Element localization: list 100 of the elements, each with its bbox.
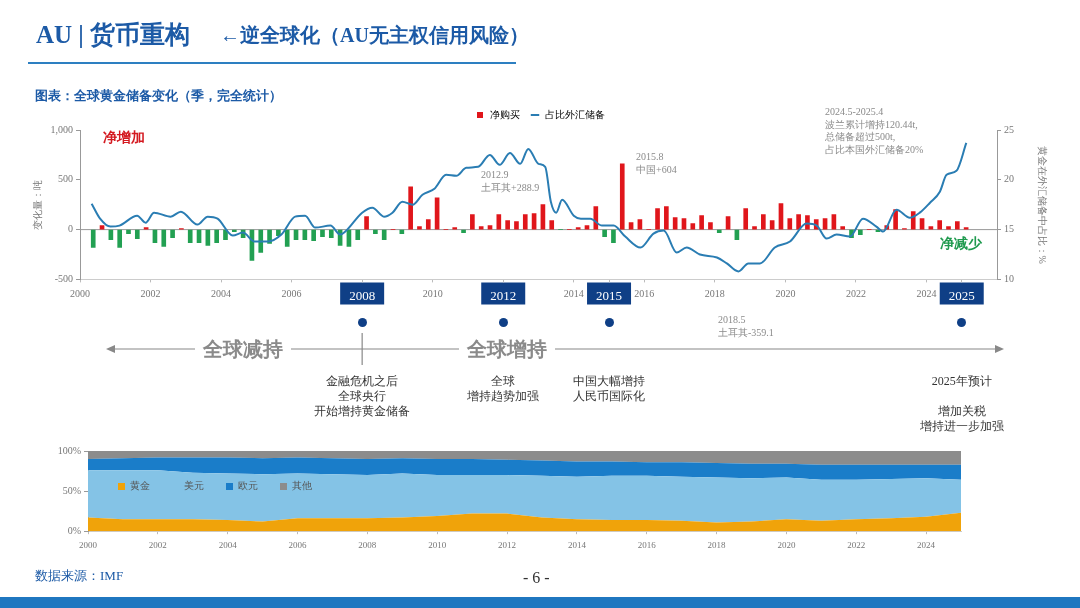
text: 开始增持黄金储备 [313,403,412,420]
text: 增持进一步加强 [918,418,1005,435]
bar [796,214,801,230]
bar [699,215,704,230]
legend-label: 占比外汇储备 [545,108,605,120]
y2-tick-label: 15 [1004,223,1014,235]
text: 全球减持 [195,338,291,360]
source-note: 数据来源：IMF [35,568,124,585]
y-axis-title: 变化量：吨 [31,179,43,230]
legend-label: 欧元 [238,479,258,494]
x-tick-label: 2000 [79,539,98,550]
text: - 6 - [523,568,550,588]
text: 2018.5 土耳其-359.1 [718,314,774,339]
y-tick-label: 1,000 [50,123,73,135]
bar [858,229,863,235]
bar [946,226,951,230]
x-tick-label: 2010 [422,288,443,300]
bar [452,227,458,230]
annotation: 净增加 [103,129,145,147]
bar [690,223,696,230]
x-tick-label: 2016 [637,539,657,550]
chart-title: AU | 货币重构 [36,20,191,50]
bar [470,214,475,230]
bar [743,208,749,230]
bar [575,227,581,230]
bar [408,186,413,230]
bar [311,229,316,241]
bar [258,229,264,253]
series-label: 美元 [184,479,204,494]
x-tick-label: 2008 [349,287,376,303]
bar [170,229,175,238]
x-tick-label: 2012 [490,287,517,303]
x-tick-label: 2015 [596,287,623,303]
bar [761,214,766,230]
bar [161,229,167,247]
x-tick-label: 2020 [777,539,796,550]
bar [187,229,193,243]
text: 全球增持 [459,338,555,360]
bar [355,229,361,240]
legend-label: 其他 [292,479,312,494]
x-tick-label: 2002 [148,539,167,550]
bar [514,221,519,230]
bar [126,229,131,234]
text: 增持趋势加强 [467,389,540,403]
annotation: 净减少 [940,235,982,253]
bar [478,226,484,230]
bar [461,229,466,233]
bar [276,229,281,236]
x-tick-label: 2006 [288,539,308,550]
bar [320,229,325,237]
text: 增加关税 [936,403,987,420]
annotation: 2024.5-2025.4 波兰累计增持120.44t, 总储备超过500t, 占比本国外汇储备20% [825,106,924,156]
x-tick-label: 2025 [948,287,975,303]
bar [708,222,713,230]
text: 金融危机之后 [325,373,400,390]
bar [937,220,943,230]
y-tick-label: -500 [54,273,73,285]
bar [417,226,422,230]
x-tick-label: 2016 [634,288,655,300]
x-tick-label: 2024 [917,539,936,550]
x-tick-label: 2002 [140,288,161,300]
bar [619,163,625,230]
bar [505,220,510,230]
bar [90,229,96,248]
text: 2025年预计 [930,373,993,390]
y2-tick-label: 20 [1004,173,1014,185]
bar [655,208,660,230]
bar [787,218,793,230]
bar [496,214,502,230]
bar [284,229,290,247]
bar [602,229,607,237]
annotation: 2012.9 土耳其+288.9 [481,169,540,194]
x-tick-label: 2004 [218,539,238,550]
x-tick-label: 2008 [358,539,377,550]
x-tick-label: 2014 [567,539,587,550]
bar [549,220,555,230]
x-tick-label: 2020 [775,288,796,300]
x-tick-label: 2024 [916,288,937,300]
x-tick-label: 2012 [498,539,517,550]
x-tick-label: 2004 [211,288,232,300]
bar [364,216,369,230]
bar [117,229,123,248]
bar [664,206,669,230]
x-tick-label: 2022 [845,288,866,300]
bar [381,229,387,240]
text: 图表：全球黄金储备变化（季，完全统计） [35,88,282,105]
bar [134,229,140,239]
x-tick-label: 2018 [707,539,727,550]
bar [214,229,219,243]
y-tick-label: 500 [58,173,73,185]
x-tick-label: 2014 [563,288,584,300]
y-tick-label: 100% [57,444,81,456]
x-tick-label: 2010 [428,539,447,550]
y2-axis-title: 黄金在外汇储备中占比：% [1037,145,1049,264]
bar [752,226,757,230]
text: 全球央行 [337,388,388,405]
annotation: 2015.8 中国+604 [636,151,677,176]
text: 全球 [491,374,516,388]
bar [373,229,378,234]
y-tick-label: 0 [68,223,73,235]
